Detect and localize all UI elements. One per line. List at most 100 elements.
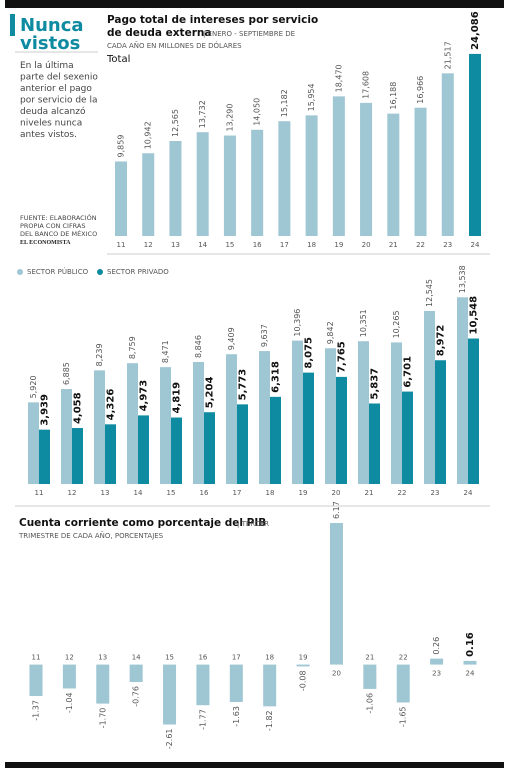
value-label: 6.17: [332, 501, 341, 519]
bar: [296, 664, 310, 667]
chart-title: Cuenta corriente como porcentaje del PIB: [19, 517, 266, 529]
value-label: 12,545: [425, 279, 434, 307]
value-label: 9,637: [260, 324, 269, 347]
value-label: -1.65: [399, 706, 408, 727]
value-label: -1.70: [98, 708, 107, 729]
sidebar-title: Nunca: [20, 15, 84, 36]
x-tick-label: 12: [144, 241, 153, 249]
value-label: 8,846: [194, 335, 203, 358]
x-tick-label: 21: [365, 654, 374, 662]
value-label: 10,548: [469, 296, 480, 335]
bar: [39, 429, 50, 484]
value-label: 8,759: [128, 336, 137, 359]
x-tick-label: 16: [200, 489, 209, 497]
bar: [94, 370, 105, 484]
value-label: -2.61: [165, 728, 174, 749]
value-label: 14,050: [253, 98, 262, 126]
x-tick-label: 15: [167, 489, 176, 497]
x-tick-label: 19: [299, 489, 308, 497]
value-label: 6,885: [62, 362, 71, 385]
value-label: -1.37: [32, 700, 41, 721]
x-tick-label: 20: [332, 489, 341, 497]
x-tick-label: 18: [265, 654, 274, 662]
value-label: -1.63: [232, 706, 241, 727]
value-label: 0.26: [432, 637, 441, 655]
bar: [360, 102, 373, 237]
value-label: 8,075: [304, 337, 315, 369]
x-tick-label: 15: [225, 241, 234, 249]
bar: [387, 113, 400, 236]
bar: [196, 132, 209, 236]
value-label: -0.08: [299, 670, 308, 691]
value-label: 5,837: [370, 368, 381, 400]
x-tick-label: 16: [253, 241, 262, 249]
value-label: 7,765: [337, 341, 348, 373]
value-label: 6,318: [271, 361, 282, 393]
x-tick-label: 19: [299, 654, 308, 662]
bar: [463, 660, 477, 665]
bar: [29, 664, 43, 697]
value-label: 10,942: [144, 121, 153, 149]
bar: [332, 96, 345, 237]
x-tick-label: 17: [280, 241, 289, 249]
x-tick-label: 13: [101, 489, 110, 497]
bar: [28, 402, 39, 484]
bar: [115, 161, 127, 236]
bar: [391, 342, 402, 484]
brand: EL ECONOMISTA: [20, 240, 71, 246]
x-tick-label: 19: [334, 241, 343, 249]
bar: [229, 664, 243, 702]
value-label: 15,954: [307, 83, 316, 111]
bar: [336, 376, 347, 484]
x-tick-label: 18: [307, 241, 316, 249]
bar: [469, 53, 481, 237]
x-tick-label: 12: [68, 489, 77, 497]
bar: [169, 141, 182, 236]
value-label: 4,819: [172, 382, 183, 414]
value-label: -0.76: [132, 686, 141, 707]
legend-label: SECTOR PÚBLICO: [27, 267, 89, 276]
source: PROPIA CON CIFRAS: [20, 222, 86, 230]
value-label: 24,086: [470, 11, 481, 50]
sidebar-text: parte del sexenio: [20, 73, 98, 83]
chart-title: de deuda externa: [107, 27, 211, 39]
source: DEL BANCO DE MÉXICO: [20, 229, 97, 238]
sidebar-text: anterior el pago: [20, 84, 92, 94]
bar: [223, 135, 236, 236]
bar: [414, 107, 427, 237]
value-label: 10,265: [392, 310, 401, 338]
value-label: 5,773: [238, 369, 249, 401]
bar: [441, 73, 454, 236]
bar: [127, 363, 138, 484]
x-tick-label: 24: [466, 670, 475, 678]
sidebar-text: por servicio de la: [20, 96, 97, 106]
value-label: 4,326: [106, 389, 117, 421]
bar: [105, 424, 116, 484]
bar: [358, 341, 369, 484]
x-tick-label: 21: [365, 489, 374, 497]
x-tick-label: 13: [98, 654, 107, 662]
chart-subtitle: | TERCER: [237, 520, 269, 528]
x-tick-label: 24: [464, 489, 473, 497]
bar: [329, 522, 343, 665]
x-tick-label: 22: [398, 489, 407, 497]
chart-subtitle: TRIMESTRE DE CADA AÑO, PORCENTAJES: [18, 531, 164, 540]
value-label: 9,409: [227, 327, 236, 350]
legend-label: SECTOR PRIVADO: [107, 268, 169, 276]
x-tick-label: 20: [332, 670, 341, 678]
value-label: -1.77: [198, 709, 207, 730]
x-tick-label: 23: [432, 670, 441, 678]
bottom-rule: [5, 762, 504, 768]
value-label: 4,058: [73, 392, 84, 424]
value-label: 13,538: [458, 265, 467, 293]
value-label: 21,517: [443, 41, 452, 69]
bar: [237, 404, 248, 484]
sidebar-title: vistos: [20, 33, 80, 54]
x-tick-label: 22: [399, 654, 408, 662]
x-tick-label: 14: [132, 654, 141, 662]
value-label: -1.04: [65, 692, 74, 713]
value-label: 6,701: [403, 356, 414, 388]
bar: [251, 129, 264, 236]
bar: [160, 367, 171, 484]
